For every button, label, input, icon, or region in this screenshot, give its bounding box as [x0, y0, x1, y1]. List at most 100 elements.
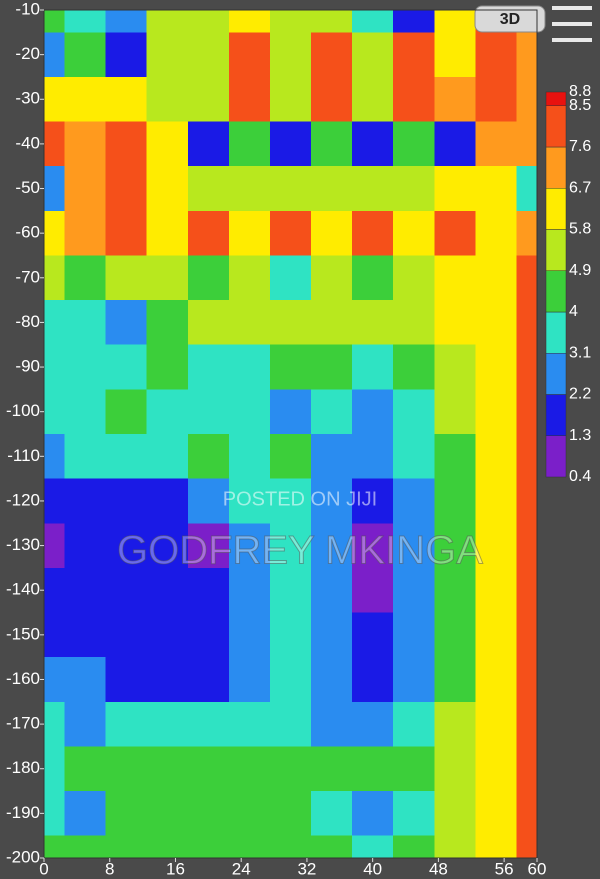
contour-cell — [311, 166, 353, 211]
contour-cell — [269, 300, 312, 345]
contour-cell — [187, 746, 229, 792]
contour-cell — [475, 76, 517, 122]
contour-cell — [64, 76, 106, 122]
contour-cell — [311, 10, 353, 33]
contour-cell — [269, 657, 312, 702]
contour-cell — [187, 166, 229, 211]
contour-cell — [44, 567, 65, 613]
x-tick-label: 56 — [495, 859, 514, 878]
contour-cell — [393, 478, 435, 524]
contour-cell — [228, 300, 270, 345]
contour-cell — [269, 389, 312, 434]
y-tick-label: -170 — [6, 714, 40, 733]
plot-border — [43, 9, 538, 859]
menu-icon[interactable] — [552, 6, 592, 42]
contour-cell — [269, 746, 312, 792]
contour-cell — [228, 344, 270, 390]
contour-cell — [269, 523, 312, 568]
contour-cell — [352, 10, 394, 33]
contour-cell — [475, 434, 517, 479]
contour-cell — [187, 32, 229, 77]
contour-cell — [352, 76, 394, 122]
contour-cell — [105, 300, 147, 345]
contour-cell — [311, 791, 353, 836]
contour-cell — [44, 746, 65, 792]
colorbar-band — [545, 91, 567, 106]
contour-cell — [311, 746, 353, 792]
contour-cell — [393, 701, 435, 747]
contour-cell — [311, 76, 353, 122]
contour-cell — [187, 657, 229, 702]
contour-cell — [146, 434, 188, 479]
contour-cell — [44, 76, 65, 122]
contour-cell — [311, 478, 353, 524]
contour-cell — [393, 210, 435, 256]
contour-cell — [64, 612, 106, 658]
contour-cell — [228, 791, 270, 836]
colorbar-band — [545, 270, 567, 313]
contour-cell — [434, 32, 476, 77]
contour-cell — [187, 10, 229, 33]
contour-cell — [516, 300, 537, 345]
contour-cell — [352, 344, 394, 390]
x-tick-label: 24 — [232, 859, 251, 878]
contour-cell — [105, 523, 147, 568]
contour-cell — [269, 567, 312, 613]
contour-cell — [269, 835, 312, 858]
colorbar-label: 4 — [569, 303, 578, 320]
contour-cell — [44, 657, 65, 702]
contour-cell — [434, 434, 476, 479]
contour-cell — [105, 10, 147, 33]
contour-cell — [475, 344, 517, 390]
contour-cell — [44, 121, 65, 167]
contour-cell — [146, 746, 188, 792]
contour-cell — [311, 389, 353, 434]
contour-cell — [393, 791, 435, 836]
colorbar-band — [545, 188, 567, 230]
contour-cell — [187, 255, 229, 301]
contour-cell — [146, 10, 188, 33]
contour-cell — [228, 121, 270, 167]
contour-cell — [352, 746, 394, 792]
contour-cell — [475, 746, 517, 792]
x-tick-label: 8 — [105, 859, 114, 878]
y-tick-label: -110 — [7, 446, 40, 465]
contour-cell — [434, 567, 476, 613]
contour-cell — [187, 791, 229, 836]
contour-cell — [64, 746, 106, 792]
contour-cell — [475, 166, 517, 211]
contour-cell — [64, 567, 106, 613]
contour-cell — [475, 210, 517, 256]
colorbar-label: 2.2 — [569, 386, 591, 403]
contour-cell — [393, 76, 435, 122]
contour-cell — [352, 32, 394, 77]
contour-cell — [228, 389, 270, 434]
contour-cell — [434, 478, 476, 524]
contour-cell — [146, 612, 188, 658]
contour-cell — [393, 523, 435, 568]
contour-cell — [516, 210, 537, 256]
button-3d[interactable] — [474, 5, 546, 33]
y-tick-label: -60 — [15, 223, 40, 242]
contour-cell — [146, 835, 188, 858]
contour-cell — [105, 166, 147, 211]
contour-cell — [187, 567, 229, 613]
contour-cell — [393, 10, 435, 33]
contour-cell — [311, 567, 353, 613]
contour-cell — [434, 523, 476, 568]
contour-cell — [44, 478, 65, 524]
contour-cell — [146, 344, 188, 390]
contour-cell — [228, 32, 270, 77]
contour-cell — [187, 835, 229, 858]
contour-cell — [105, 835, 147, 858]
contour-cell — [187, 210, 229, 256]
colorbar-label: 3.1 — [569, 344, 591, 361]
button-label[interactable]: 3D — [500, 11, 520, 28]
y-tick-label: -160 — [6, 669, 40, 688]
contour-cell — [434, 612, 476, 658]
contour-cell — [187, 701, 229, 747]
contour-cell — [434, 791, 476, 836]
contour-cell — [393, 121, 435, 167]
contour-cell — [228, 612, 270, 658]
contour-cell — [44, 523, 65, 568]
